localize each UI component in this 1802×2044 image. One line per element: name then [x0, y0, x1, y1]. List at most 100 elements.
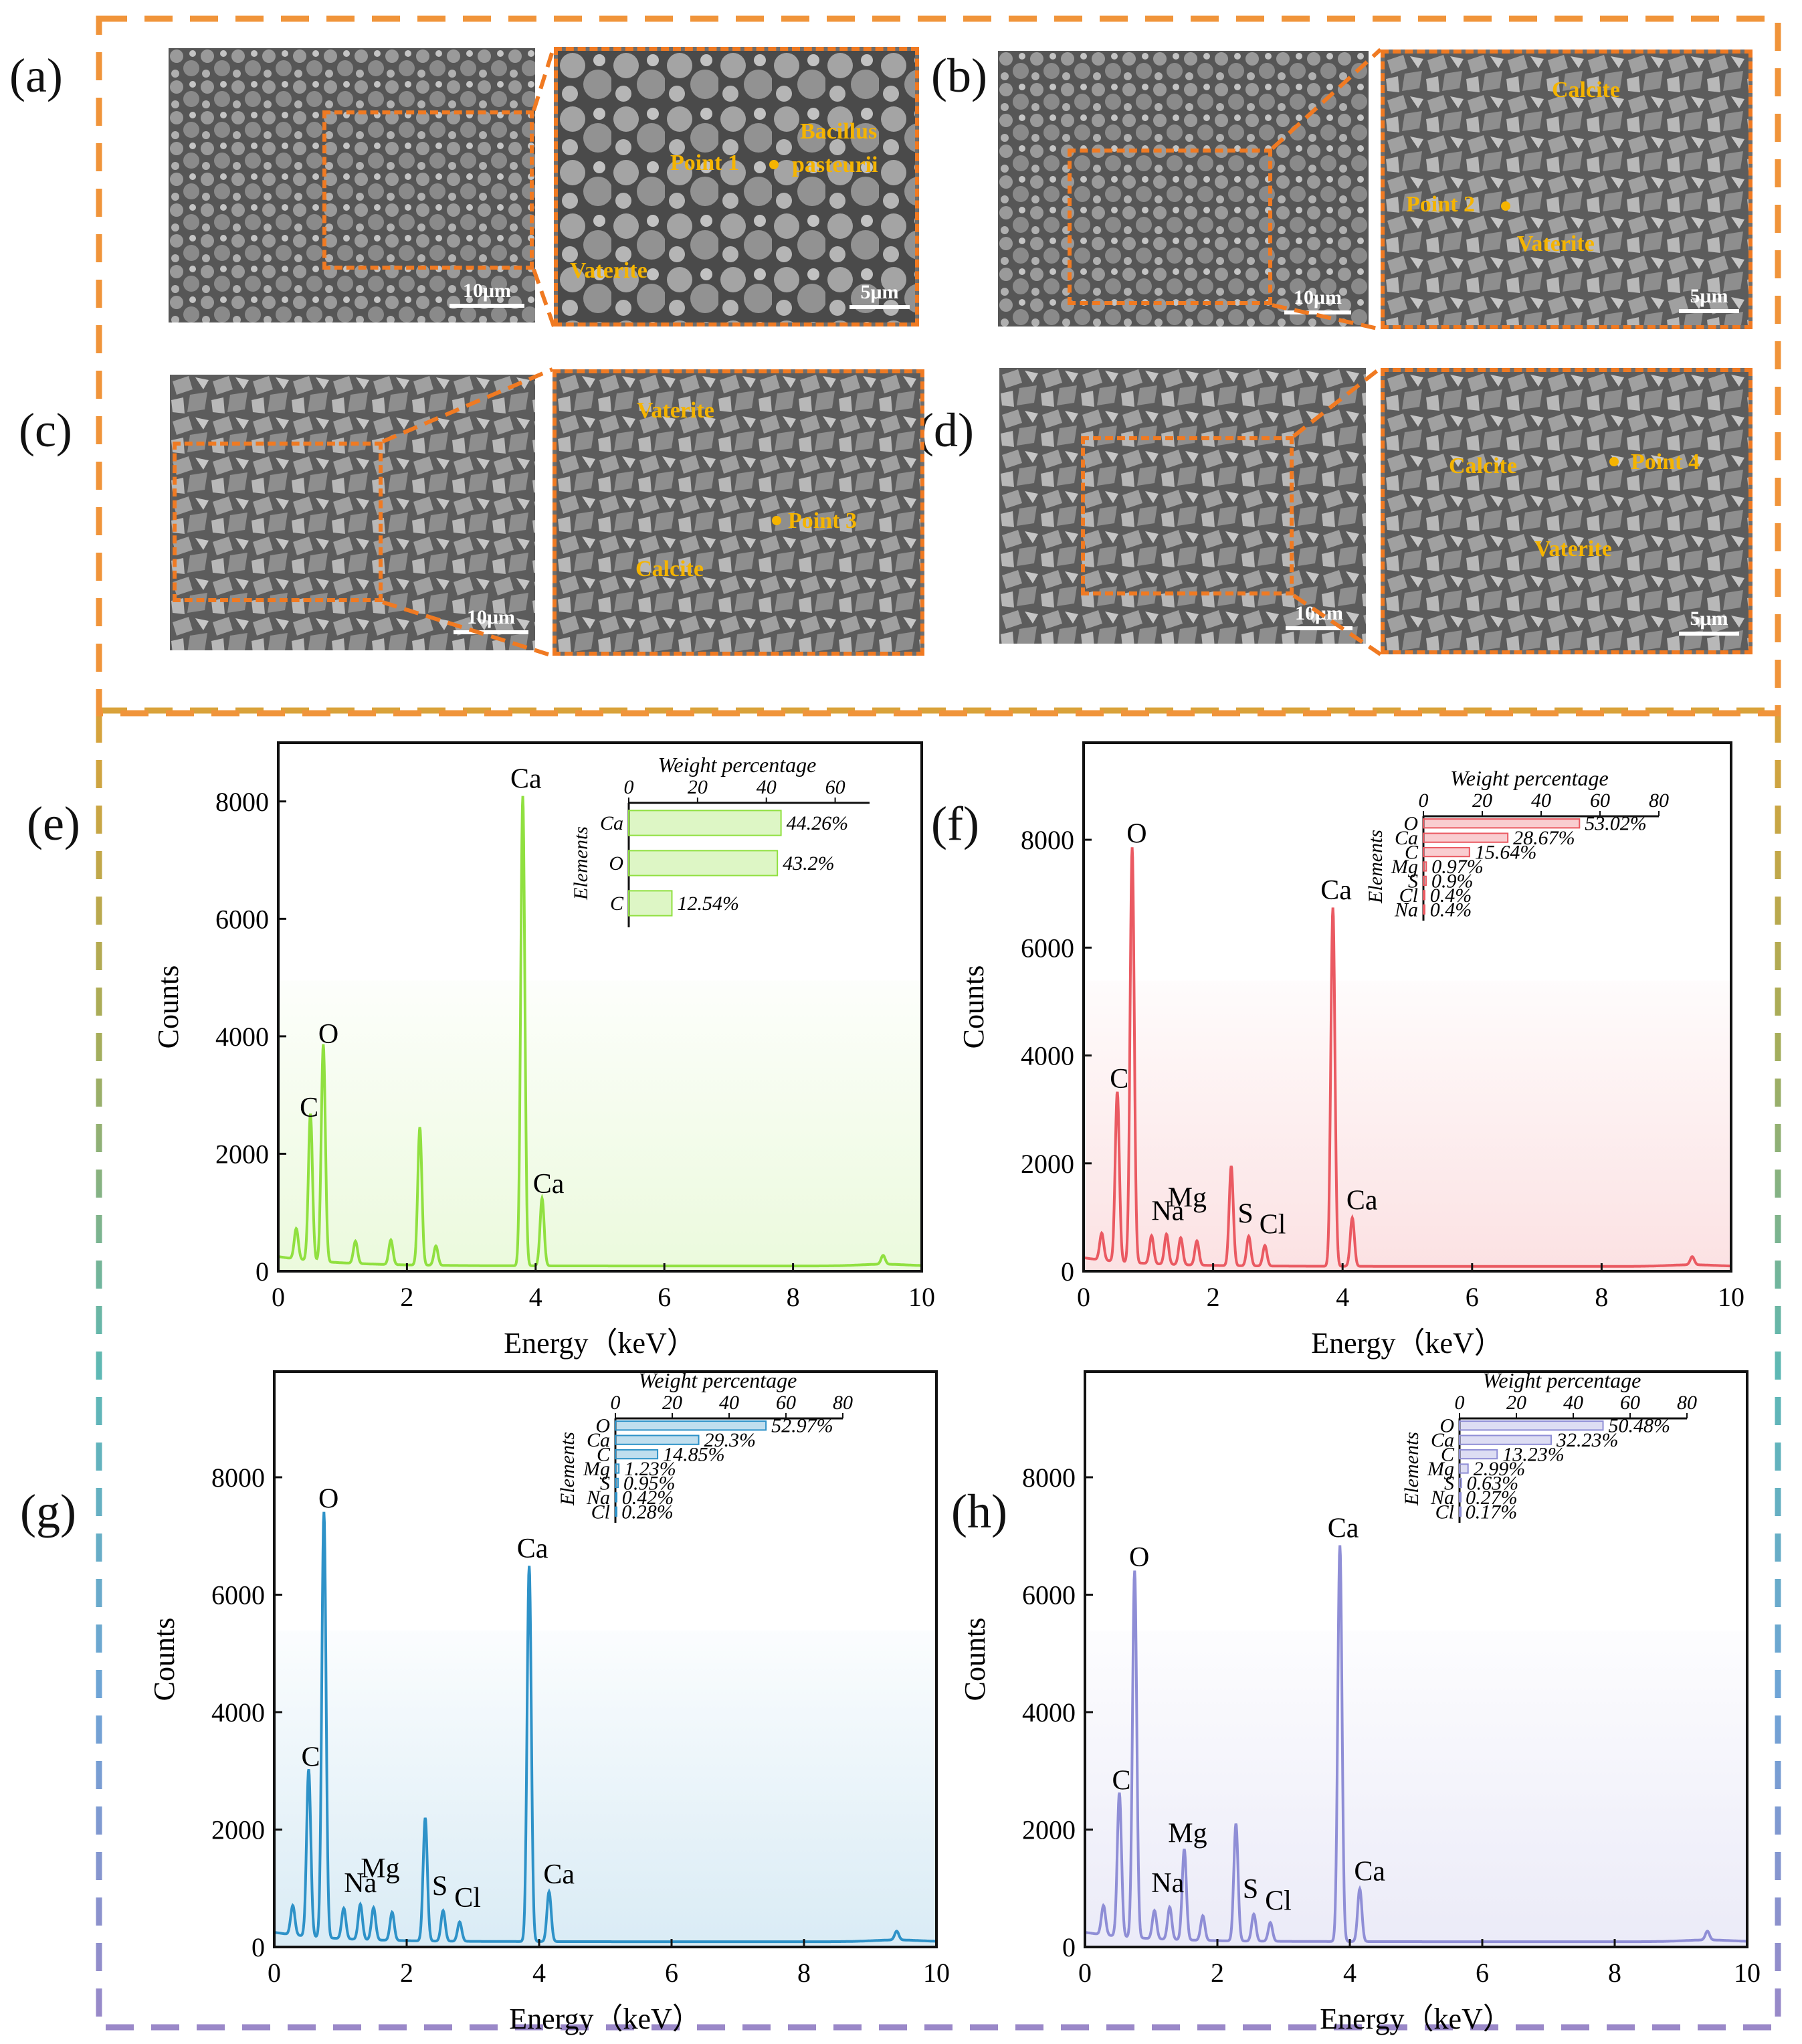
label-vaterite-d: Vaterite — [1534, 537, 1612, 561]
inset-category-label: Cl — [591, 1501, 610, 1523]
y-tick-label: 8000 — [215, 787, 269, 817]
y-tick-label: 8000 — [211, 1463, 265, 1493]
x-axis-label: Energy（keV） — [1311, 1327, 1504, 1360]
peak-label: Mg — [361, 1853, 399, 1884]
sem-c-low — [170, 375, 535, 650]
inset-tick-label: 80 — [1649, 789, 1669, 812]
plot-frame — [277, 741, 923, 1273]
inset-category-label: C — [1405, 842, 1419, 864]
peak-label: Ca — [1354, 1857, 1385, 1887]
panel-letter-d: (d) — [918, 403, 974, 457]
peak-label: O — [1129, 1542, 1149, 1573]
peak-label: S — [1237, 1199, 1253, 1230]
sem-c-high — [553, 369, 924, 656]
inset-value-label: 14.85% — [663, 1444, 725, 1466]
inset-bar — [1423, 904, 1425, 915]
y-tick-label: 8000 — [1022, 1463, 1076, 1493]
x-tick-label: 2 — [400, 1958, 413, 1988]
x-tick-label: 6 — [658, 1282, 671, 1312]
y-tick-label: 2000 — [215, 1139, 269, 1169]
x-tick-label: 0 — [1077, 1282, 1090, 1312]
x-tick-label: 10 — [923, 1958, 950, 1988]
y-axis-label: Counts — [959, 1618, 991, 1701]
inset-bar — [1459, 1463, 1469, 1474]
inset-category-label: Na — [586, 1487, 610, 1509]
label-calcite-b: Calcite — [1552, 78, 1620, 102]
inset-tick-label: 40 — [757, 776, 777, 798]
inset-tick-label: 0 — [611, 1392, 621, 1414]
x-tick-label: 2 — [1211, 1958, 1224, 1988]
peak-label: S — [1243, 1874, 1258, 1905]
inset-value-label: 43.2% — [783, 852, 835, 874]
scalebar-d-high: 5μm — [1679, 608, 1739, 636]
inset-title: Weight percentage — [1450, 766, 1609, 790]
inset-category-label: C — [610, 893, 624, 915]
y-axis-label: Counts — [957, 965, 990, 1049]
inset-bar — [1459, 1506, 1462, 1517]
inset-bar — [615, 1449, 659, 1460]
inset-bar — [1459, 1477, 1462, 1489]
inset-tick-label: 80 — [833, 1392, 853, 1414]
y-axis-label: Counts — [152, 965, 185, 1049]
inset-category-label: O — [1439, 1415, 1454, 1437]
scalebar-b-high: 5μm — [1679, 285, 1739, 313]
inset-category-label: Cl — [1399, 885, 1418, 907]
inset-category-label: Mg — [1391, 856, 1418, 878]
inset-tick-label: 40 — [1531, 789, 1551, 812]
inset-category-label: Cl — [1435, 1501, 1454, 1523]
inset-bar — [628, 810, 782, 836]
x-tick-label: 8 — [1608, 1958, 1621, 1988]
inset-bar — [1459, 1492, 1462, 1503]
x-tick-label: 0 — [272, 1282, 285, 1312]
y-tick-label: 4000 — [1021, 1041, 1074, 1071]
inset-tick-label: 80 — [1677, 1392, 1697, 1414]
x-axis-label: Energy（keV） — [504, 1327, 696, 1360]
peak-label: C — [301, 1742, 320, 1773]
sem-b-low — [998, 51, 1369, 327]
inset-category-label: Na — [1394, 899, 1418, 921]
x-tick-label: 0 — [1078, 1958, 1092, 1988]
zoom-connectors — [381, 46, 1383, 658]
peak-label: Mg — [1168, 1819, 1207, 1849]
eds-chart-g: 0 2 4 6 8 10 0 2000 4000 6000 8000 Energy（keV） Count… — [148, 1368, 950, 2035]
inset-category-label: S — [1444, 1472, 1454, 1494]
spectrum-line — [278, 796, 922, 1268]
inset-bar — [1459, 1434, 1552, 1445]
inset-value-label: 0.17% — [1466, 1501, 1518, 1523]
sem-d-low — [999, 368, 1366, 644]
panel-letter-g: (g) — [20, 1485, 76, 1538]
sem-d-high — [1381, 368, 1753, 654]
plot-background — [278, 980, 922, 1271]
inset-title: Weight percentage — [1483, 1368, 1641, 1392]
x-tick-label: 2 — [400, 1282, 413, 1312]
point-4-dot — [1609, 457, 1619, 466]
inset-y-label: Elements — [1401, 1432, 1423, 1506]
inset-category-label: S — [600, 1472, 610, 1494]
inset-category-label: C — [597, 1444, 611, 1466]
inset-bar — [1423, 890, 1425, 901]
x-tick-label: 10 — [1734, 1958, 1761, 1988]
inset-bar — [615, 1492, 617, 1503]
x-tick-label: 6 — [1476, 1958, 1489, 1988]
inset-value-label: 0.42% — [622, 1487, 674, 1509]
inset-category-label: S — [1408, 870, 1418, 892]
scalebar-a-high: 5μm — [849, 281, 910, 309]
x-tick-label: 4 — [529, 1282, 542, 1312]
inset-tick-label: 20 — [1472, 789, 1492, 812]
panel-letter-c: (c) — [19, 403, 72, 457]
sem-a-low — [169, 48, 535, 322]
label-point-2: Point 2 — [1406, 192, 1475, 217]
panel-letter-b: (b) — [931, 49, 987, 102]
spectrum-line — [1083, 847, 1731, 1268]
scalebar-b-low: 10μm — [1284, 286, 1351, 314]
point-2-dot — [1501, 201, 1510, 211]
label-calcite-d: Calcite — [1449, 454, 1517, 478]
x-tick-label: 6 — [1466, 1282, 1479, 1312]
inset-y-label: Elements — [570, 826, 592, 901]
zoom-box-d — [1081, 436, 1294, 595]
y-tick-label: 6000 — [215, 904, 269, 934]
peak-label: Ca — [1320, 875, 1352, 906]
plot-background — [1085, 1631, 1747, 1947]
peak-label: Ca — [543, 1859, 575, 1890]
